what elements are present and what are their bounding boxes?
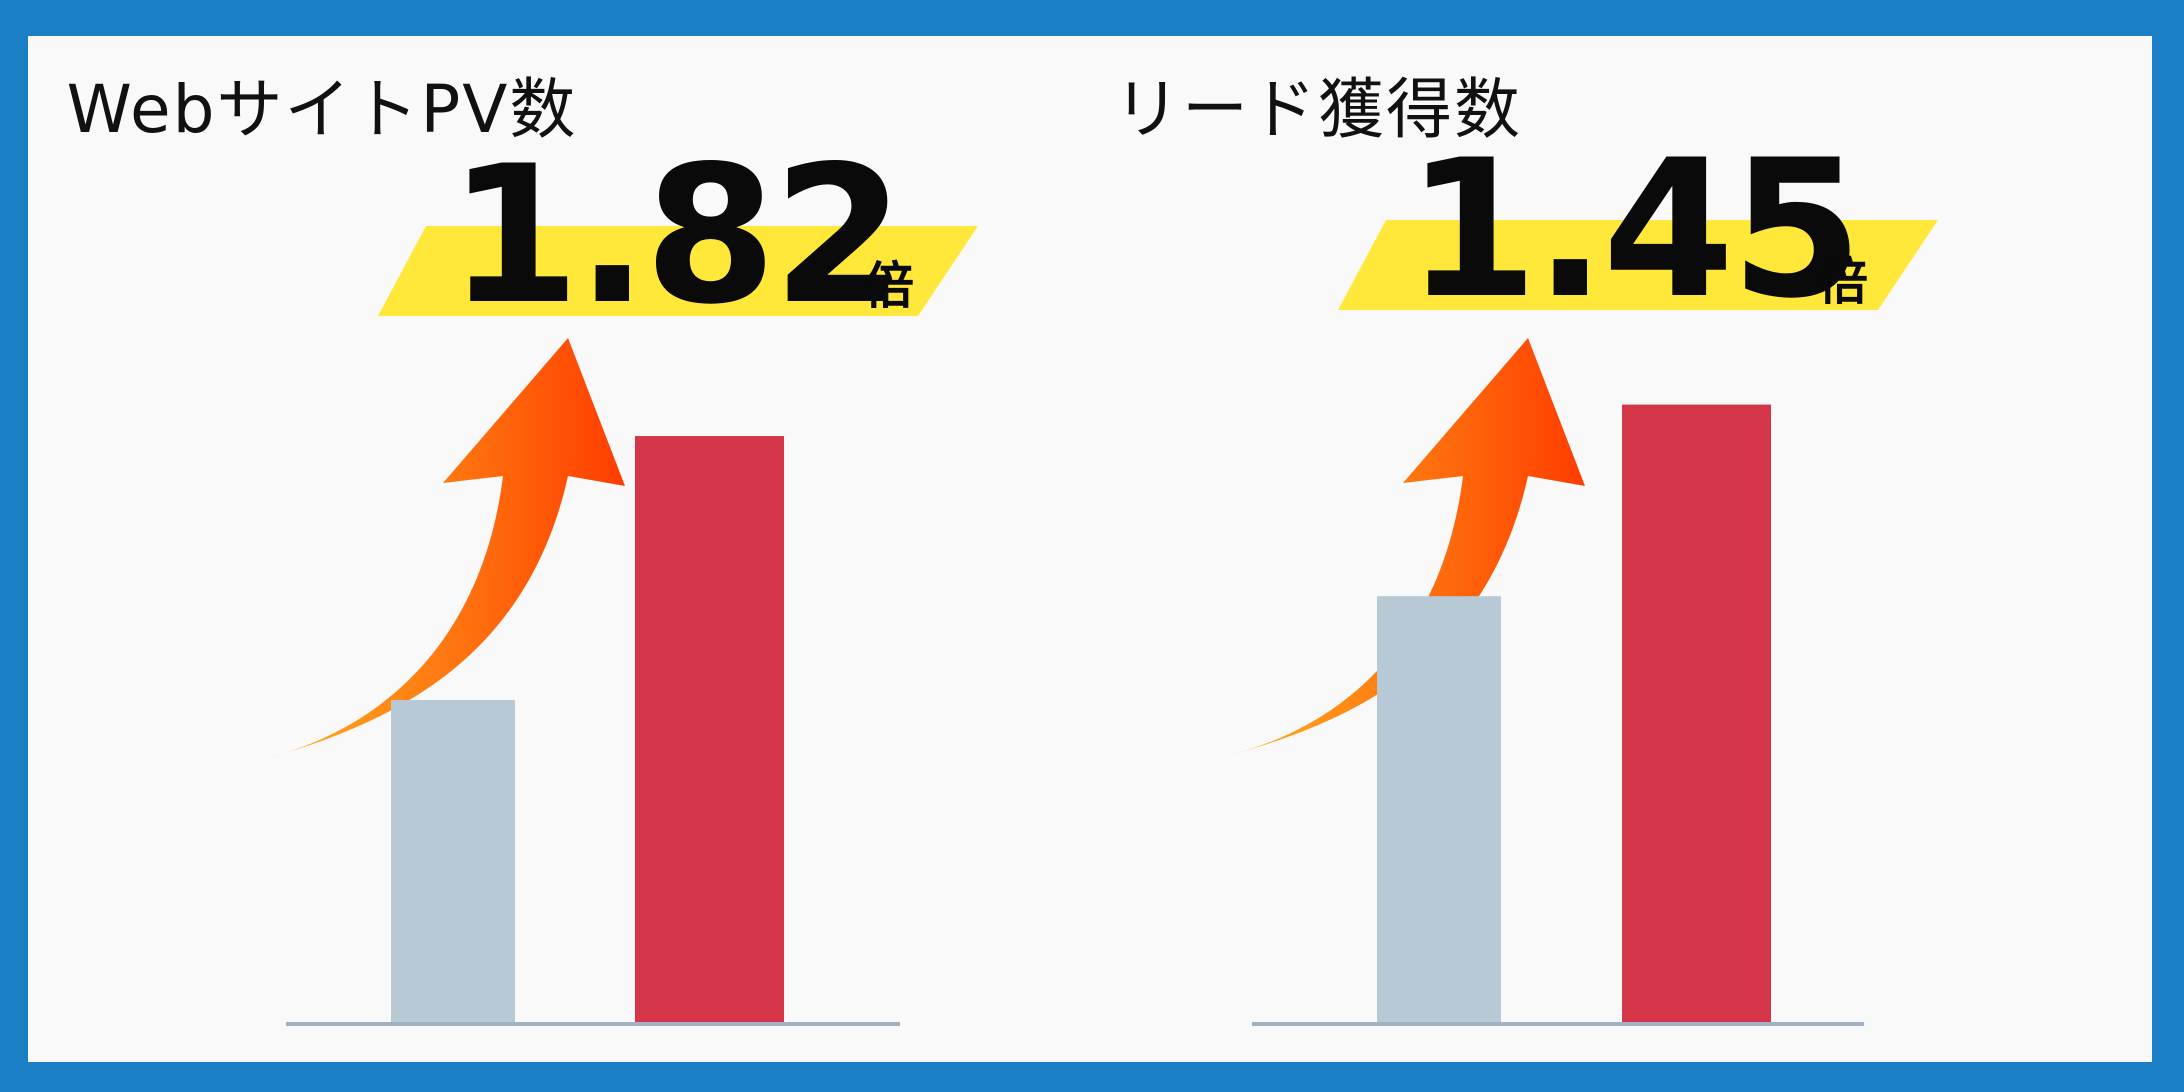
infographic-canvas: WebサイトPV数 1.82 倍 リード獲得数 1.45 倍 [28, 36, 2152, 1062]
ratio-value: 1.82 [448, 125, 905, 346]
chart-panel-pv: WebサイトPV数 1.82 倍 [28, 36, 1088, 1062]
chart-title: リード獲得数 [1114, 71, 1522, 148]
bar-after [635, 436, 784, 1022]
ratio-highlight-band [378, 226, 978, 316]
up-arrow-icon [268, 338, 625, 758]
chart-title: WebサイトPV数 [66, 71, 578, 148]
chart-leads [1226, 338, 1864, 1026]
chart-panel-leads: リード獲得数 1.45 倍 [988, 36, 2048, 1062]
chart-pv [268, 338, 900, 1026]
ratio-unit: 倍 [864, 257, 914, 315]
bar-before [1377, 596, 1501, 1022]
up-arrow-icon [1226, 338, 1585, 756]
bar-before [391, 700, 515, 1022]
ratio-highlight-band [1338, 220, 1938, 310]
ratio-unit: 倍 [1818, 253, 1868, 311]
bar-after [1622, 404, 1771, 1022]
ratio-value: 1.45 [1406, 119, 1863, 340]
